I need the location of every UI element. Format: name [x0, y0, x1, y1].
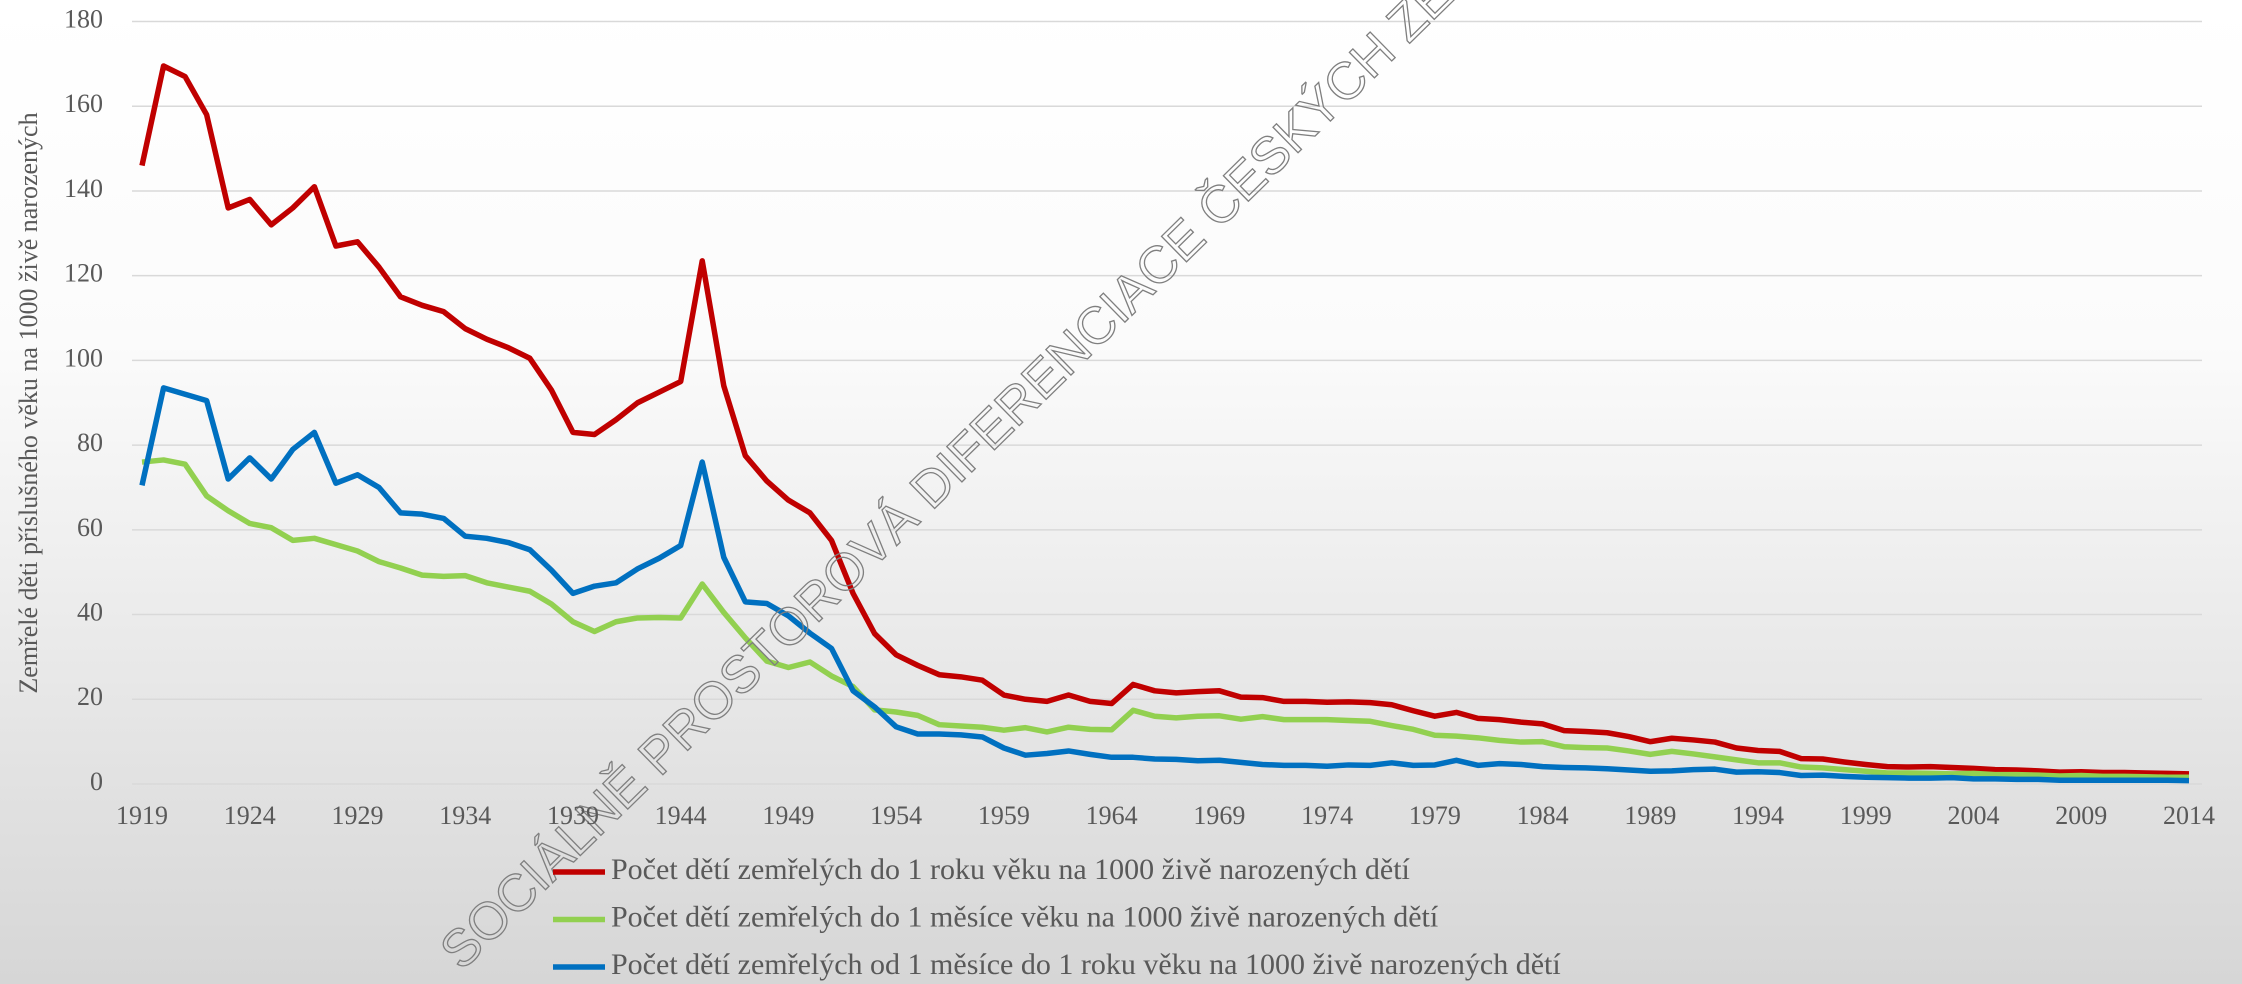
y-tick-label: 0	[90, 767, 103, 796]
x-tick-label: 1939	[547, 801, 599, 830]
y-tick-label: 140	[64, 174, 103, 203]
y-tick-label: 120	[64, 259, 103, 288]
x-tick-label: 1984	[1517, 801, 1569, 830]
x-tick-label: 1999	[1840, 801, 1892, 830]
y-axis-label: Zemřelé děti příslušného věku na 1000 ži…	[14, 112, 43, 693]
y-tick-label: 80	[77, 428, 103, 457]
legend: Počet dětí zemřelých do 1 roku věku na 1…	[553, 853, 1561, 981]
x-tick-label: 1994	[1732, 801, 1784, 830]
x-tick-label: 1919	[116, 801, 168, 830]
x-tick-label: 1949	[762, 801, 814, 830]
y-tick-label: 20	[77, 682, 103, 711]
plot-lines	[139, 63, 2190, 784]
x-tick-label: 1959	[978, 801, 1030, 830]
x-tick-label: 1989	[1624, 801, 1676, 830]
x-tick-label: 1929	[331, 801, 383, 830]
x-tick-label: 1964	[1086, 801, 1138, 830]
x-tick-label: 2004	[1948, 801, 2000, 830]
x-tick-label: 1944	[655, 801, 707, 830]
x-tick-label: 1954	[870, 801, 922, 830]
y-tick-label: 100	[64, 343, 103, 372]
series-line	[141, 457, 2189, 780]
x-tick-label: 1969	[1193, 801, 1245, 830]
grid	[132, 20, 2202, 785]
x-tick-label: 2009	[2055, 801, 2107, 830]
y-tick-label: 40	[77, 598, 103, 627]
x-tick-label: 1934	[439, 801, 491, 830]
x-tick-label: 2014	[2163, 801, 2215, 830]
series-line	[139, 385, 2190, 784]
legend-label: Počet dětí zemřelých do 1 měsíce věku na…	[611, 900, 1439, 933]
x-tick-label: 1974	[1301, 801, 1353, 830]
x-tick-label: 1979	[1409, 801, 1461, 830]
series-line	[139, 63, 2190, 777]
legend-label: Počet dětí zemřelých do 1 roku věku na 1…	[611, 853, 1411, 886]
y-tick-label: 180	[64, 4, 103, 33]
y-tick-label: 160	[64, 89, 103, 118]
y-tick-label: 60	[77, 513, 103, 542]
x-tick-label: 1924	[224, 801, 276, 830]
legend-label: Počet dětí zemřelých od 1 měsíce do 1 ro…	[611, 948, 1561, 981]
